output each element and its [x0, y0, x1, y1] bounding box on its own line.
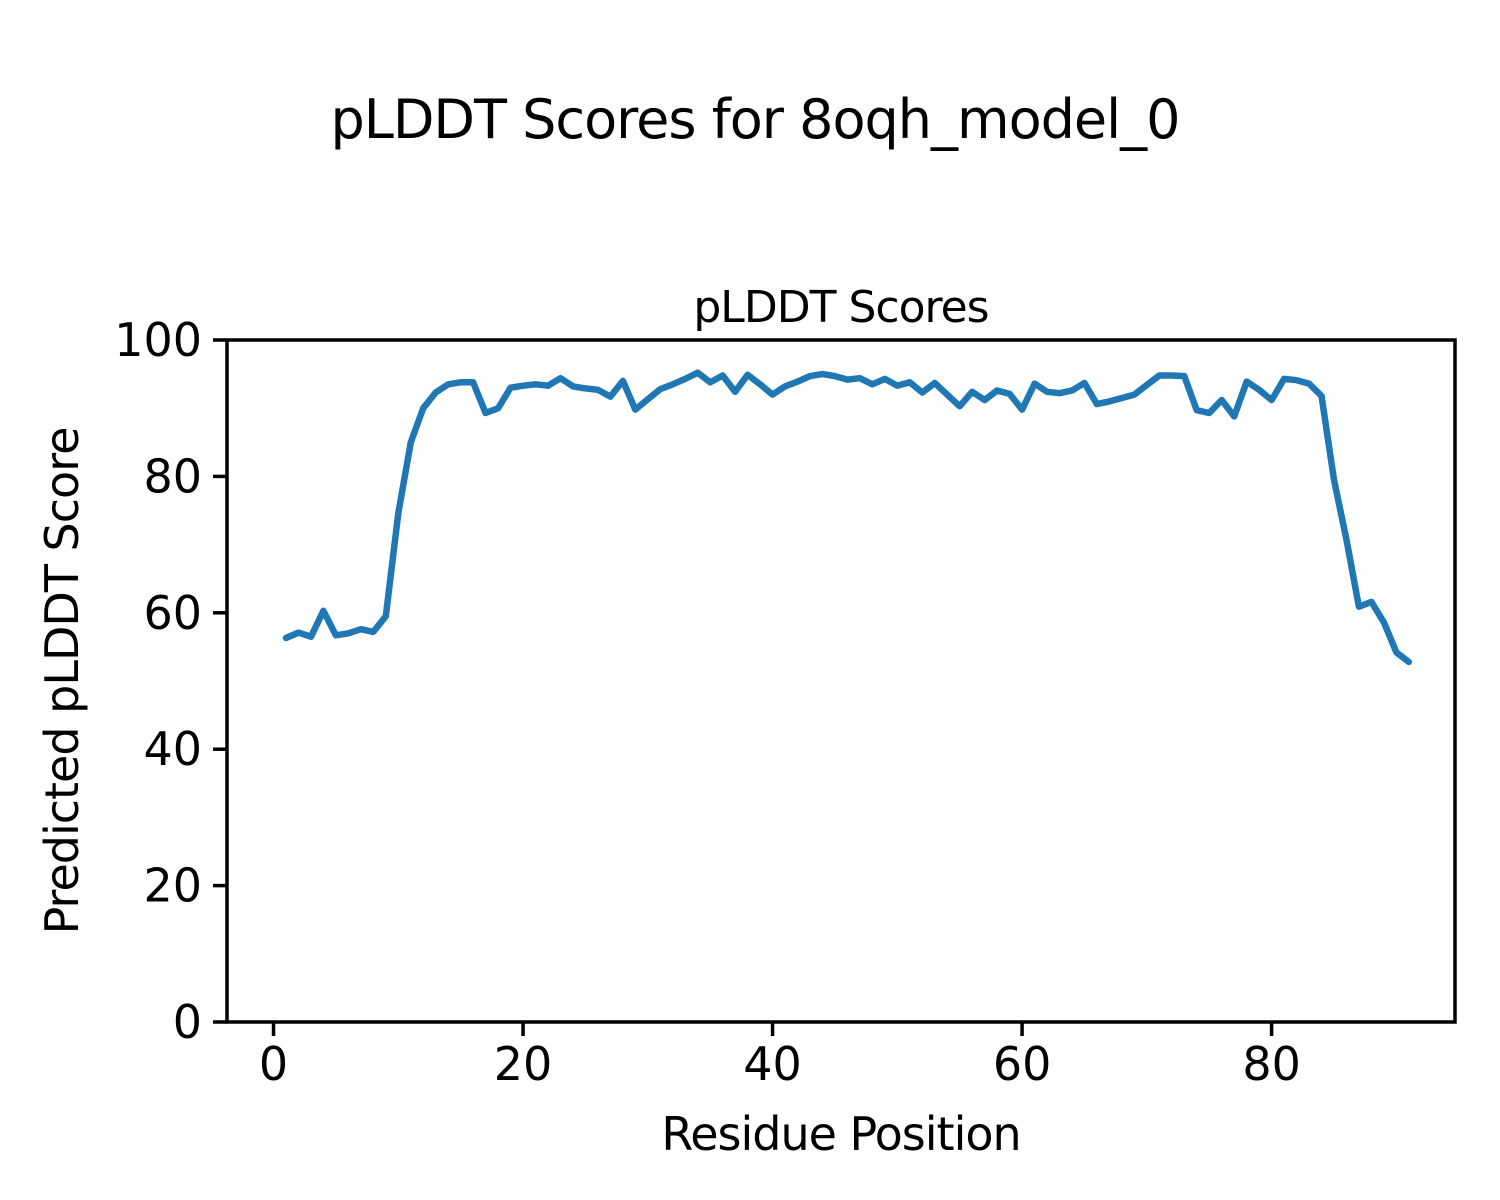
- x-tick-label: 40: [743, 1037, 802, 1091]
- x-tick-label: 80: [1242, 1037, 1301, 1091]
- y-tick-label: 100: [114, 313, 202, 367]
- chart-title: pLDDT Scores: [693, 282, 988, 333]
- x-tick-label: 20: [494, 1037, 553, 1091]
- y-tick-label: 20: [143, 859, 202, 913]
- y-axis-label: Predicted pLDDT Score: [35, 428, 89, 935]
- plddt-line: [282, 369, 1413, 666]
- y-tick-label: 0: [173, 995, 202, 1049]
- y-tick-label: 60: [143, 586, 202, 640]
- x-tick-label: 0: [259, 1037, 288, 1091]
- y-tick-label: 40: [143, 722, 202, 776]
- figure-suptitle: pLDDT Scores for 8oqh_model_0: [330, 88, 1180, 151]
- plot-border: [225, 338, 1457, 1024]
- x-axis-label: Residue Position: [661, 1107, 1020, 1161]
- y-tick-label: 80: [143, 449, 202, 503]
- x-tick-label: 60: [993, 1037, 1052, 1091]
